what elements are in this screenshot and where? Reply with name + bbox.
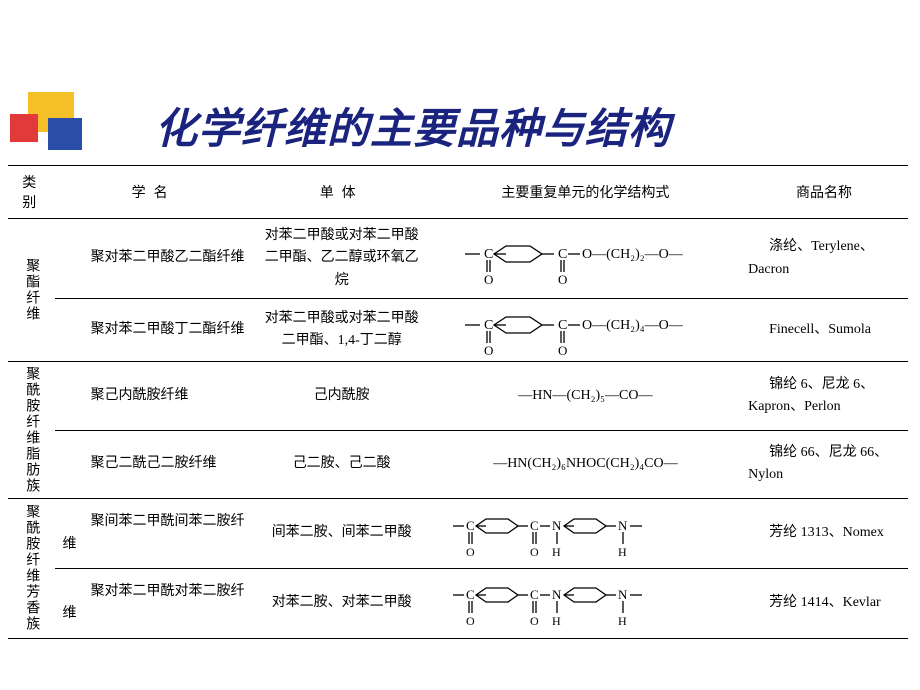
brand-cell: 芳纶 1313、Nomex	[740, 499, 908, 569]
svg-text:O: O	[484, 343, 493, 355]
svg-text:O: O	[558, 272, 567, 284]
brand-cell: 锦纶 66、尼龙 66、Nylon	[740, 430, 908, 499]
svg-text:N: N	[552, 587, 562, 602]
structure-cell: C C N N	[431, 499, 740, 569]
slide-root: 化学纤维的主要品种与结构 类别 学名 单体 主要重复单元的化学结构式 商品名称 …	[0, 0, 920, 690]
svg-text:O: O	[484, 272, 493, 284]
name-cell: 聚对苯二甲酸丁二酯纤维	[55, 299, 253, 362]
chem-structure-icon: C C O—(CH₂)₄—O— O O	[460, 305, 710, 355]
svg-text:H: H	[552, 614, 561, 628]
svg-text:H: H	[552, 545, 561, 559]
svg-text:O—(CH₂)₄—O—: O—(CH₂)₄—O—	[582, 318, 684, 333]
structure-cell: —HN—(CH₂)₅—CO—	[431, 362, 740, 431]
category-cell: 聚酰胺纤维芳香族	[8, 499, 55, 639]
structure-cell: C C O—(CH₂)₂—O— O O	[431, 219, 740, 299]
monomer-cell: 间苯二胺、间苯二甲酸	[253, 499, 431, 569]
table-row: 聚酰胺纤维芳香族 聚间苯二甲酰间苯二胺纤维 间苯二胺、间苯二甲酸 C C	[8, 499, 908, 569]
svg-text:C: C	[466, 587, 475, 602]
svg-text:C: C	[530, 587, 539, 602]
page-title: 化学纤维的主要品种与结构	[155, 95, 900, 156]
brand-cell: 涤纶、Terylene、Dacron	[740, 219, 908, 299]
name-cell: 聚己内酰胺纤维	[55, 362, 253, 431]
svg-text:H: H	[618, 545, 627, 559]
brand-cell: 芳纶 1414、Kevlar	[740, 568, 908, 638]
svg-text:C: C	[530, 518, 539, 533]
col-structure: 主要重复单元的化学结构式	[431, 166, 740, 219]
svg-text:N: N	[618, 518, 628, 533]
monomer-cell: 对苯二甲酸或对苯二甲酸二甲酯、1,4-丁二醇	[253, 299, 431, 362]
table-header-row: 类别 学名 单体 主要重复单元的化学结构式 商品名称	[8, 166, 908, 219]
logo-sq-blue	[48, 118, 82, 150]
fiber-table: 类别 学名 单体 主要重复单元的化学结构式 商品名称 聚酯纤维 聚对苯二甲酸乙二…	[8, 165, 908, 639]
structure-cell: —HN(CH₂)₆NHOC(CH₂)₄CO—	[431, 430, 740, 499]
svg-text:O: O	[466, 545, 475, 559]
structure-cell: C C N N	[431, 568, 740, 638]
name-cell: 聚己二酰己二胺纤维	[55, 430, 253, 499]
chem-structure-icon: C C O—(CH₂)₂—O— O O	[460, 234, 710, 284]
logo-squares	[10, 92, 90, 154]
svg-text:C: C	[484, 318, 493, 333]
name-cell: 聚对苯二甲酰对苯二胺纤维	[55, 568, 253, 638]
col-category: 类别	[8, 166, 55, 219]
svg-text:C: C	[558, 318, 567, 333]
table-row: 聚对苯二甲酸丁二酯纤维 对苯二甲酸或对苯二甲酸二甲酯、1,4-丁二醇 C C	[8, 299, 908, 362]
name-cell: 聚间苯二甲酰间苯二胺纤维	[55, 499, 253, 569]
structure-cell: C C O—(CH₂)₄—O— O O	[431, 299, 740, 362]
monomer-cell: 对苯二胺、对苯二甲酸	[253, 568, 431, 638]
brand-cell: 锦纶 6、尼龙 6、Kapron、Perlon	[740, 362, 908, 431]
category-cell: 聚酯纤维	[8, 219, 55, 362]
svg-text:O: O	[466, 614, 475, 628]
logo-sq-red	[10, 114, 38, 142]
col-brand: 商品名称	[740, 166, 908, 219]
table-row: 聚酯纤维 聚对苯二甲酸乙二酯纤维 对苯二甲酸或对苯二甲酸二甲酯、乙二醇或环氧乙烷…	[8, 219, 908, 299]
svg-text:H: H	[618, 614, 627, 628]
name-cell: 聚对苯二甲酸乙二酯纤维	[55, 219, 253, 299]
svg-text:O: O	[530, 545, 539, 559]
svg-text:C: C	[558, 247, 567, 262]
monomer-cell: 己内酰胺	[253, 362, 431, 431]
table-row: 聚酰胺纤维脂肪族 聚己内酰胺纤维 己内酰胺 —HN—(CH₂)₅—CO— 锦纶 …	[8, 362, 908, 431]
fiber-table-wrap: 类别 学名 单体 主要重复单元的化学结构式 商品名称 聚酯纤维 聚对苯二甲酸乙二…	[8, 165, 908, 639]
col-monomer: 单体	[253, 166, 431, 219]
table-row: 聚对苯二甲酰对苯二胺纤维 对苯二胺、对苯二甲酸 C C	[8, 568, 908, 638]
chem-structure-icon: C C N N	[450, 577, 720, 629]
svg-text:C: C	[466, 518, 475, 533]
monomer-cell: 己二胺、己二酸	[253, 430, 431, 499]
monomer-cell: 对苯二甲酸或对苯二甲酸二甲酯、乙二醇或环氧乙烷	[253, 219, 431, 299]
svg-text:N: N	[552, 518, 562, 533]
brand-cell: Finecell、Sumola	[740, 299, 908, 362]
svg-text:O: O	[530, 614, 539, 628]
table-row: 聚己二酰己二胺纤维 己二胺、己二酸 —HN(CH₂)₆NHOC(CH₂)₄CO—…	[8, 430, 908, 499]
chem-structure-icon: C C N N	[450, 508, 720, 560]
svg-text:N: N	[618, 587, 628, 602]
svg-text:C: C	[484, 247, 493, 262]
svg-text:O: O	[558, 343, 567, 355]
col-name: 学名	[55, 166, 253, 219]
svg-text:O—(CH₂)₂—O—: O—(CH₂)₂—O—	[582, 247, 684, 262]
category-cell: 聚酰胺纤维脂肪族	[8, 362, 55, 499]
